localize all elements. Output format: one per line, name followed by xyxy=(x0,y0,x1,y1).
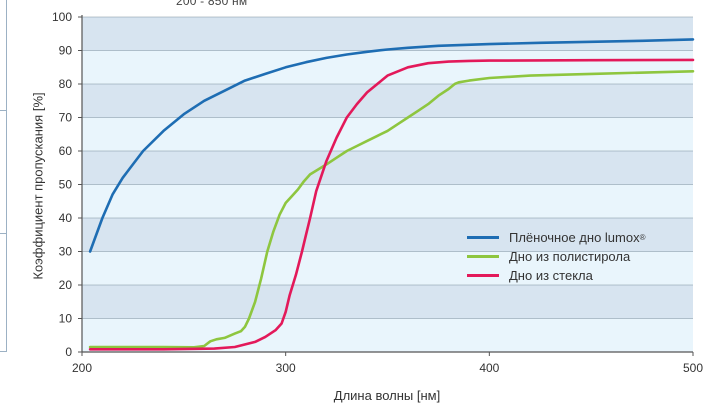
gridlines xyxy=(82,16,693,319)
legend-label-glass: Дно из стекла xyxy=(509,268,593,283)
legend-swatch-glass xyxy=(467,274,499,277)
series-line-glass xyxy=(88,58,695,351)
y-tick-label-0: 0 xyxy=(65,345,72,359)
band-10-20 xyxy=(82,285,693,319)
legend-item-glass: Дно из стекла xyxy=(467,266,646,285)
y-tick-label-60: 60 xyxy=(59,144,73,158)
left-edge-line xyxy=(6,0,7,352)
legend-trademark-sup: ® xyxy=(639,233,646,242)
band-90-100 xyxy=(82,17,693,51)
legend: Плёночное дно lumox ® Дно из полистирола … xyxy=(467,228,646,285)
y-tick-label-20: 20 xyxy=(59,278,73,292)
band-70-80 xyxy=(82,84,693,118)
band-50-60 xyxy=(82,151,693,185)
band-20-30 xyxy=(82,251,693,285)
left-edge-tick xyxy=(0,110,7,111)
band-40-50 xyxy=(82,184,693,218)
y-tick-label-80: 80 xyxy=(59,77,73,91)
y-axis-label: Коэффициент пропускания [%] xyxy=(30,92,46,280)
legend-label-lumox: Плёночное дно lumox xyxy=(509,230,640,245)
left-edge-fragment xyxy=(0,0,8,352)
x-tick-label-500: 500 xyxy=(683,361,703,375)
header-fragment: 200 - 850 нм xyxy=(176,0,248,8)
x-tick-labels: 200 300 400 500 xyxy=(72,352,703,375)
left-edge-tick xyxy=(0,351,7,352)
x-tick-label-300: 300 xyxy=(276,361,296,375)
y-tick-label-30: 30 xyxy=(59,245,73,259)
series-line-polystyrene xyxy=(88,70,695,349)
left-edge-tick xyxy=(0,233,7,234)
x-tick-label-400: 400 xyxy=(479,361,499,375)
legend-item-lumox: Плёночное дно lumox ® xyxy=(467,228,646,247)
y-tick-label-50: 50 xyxy=(59,178,73,192)
y-tick-label-90: 90 xyxy=(59,44,73,58)
band-60-70 xyxy=(82,117,693,151)
y-tick-label-10: 10 xyxy=(59,312,73,326)
series-lines xyxy=(88,38,695,351)
x-axis-label: Длина волны [нм] xyxy=(333,388,441,403)
axes xyxy=(81,15,693,353)
y-tick-label-70: 70 xyxy=(59,111,73,125)
band-30-40 xyxy=(82,218,693,252)
band-80-90 xyxy=(82,50,693,84)
legend-swatch-lumox xyxy=(467,236,499,239)
series-line-lumox xyxy=(88,38,695,253)
y-tick-label-100: 100 xyxy=(52,10,72,24)
x-tick-label-200: 200 xyxy=(72,361,92,375)
legend-item-polystyrene: Дно из полистирола xyxy=(467,247,646,266)
y-tick-label-40: 40 xyxy=(59,211,73,225)
legend-label-polystyrene: Дно из полистирола xyxy=(509,249,631,264)
legend-swatch-polystyrene xyxy=(467,255,499,258)
plot-background-bands xyxy=(82,17,693,352)
y-tick-labels: 0 10 20 30 40 50 60 70 80 90 100 xyxy=(52,10,82,359)
